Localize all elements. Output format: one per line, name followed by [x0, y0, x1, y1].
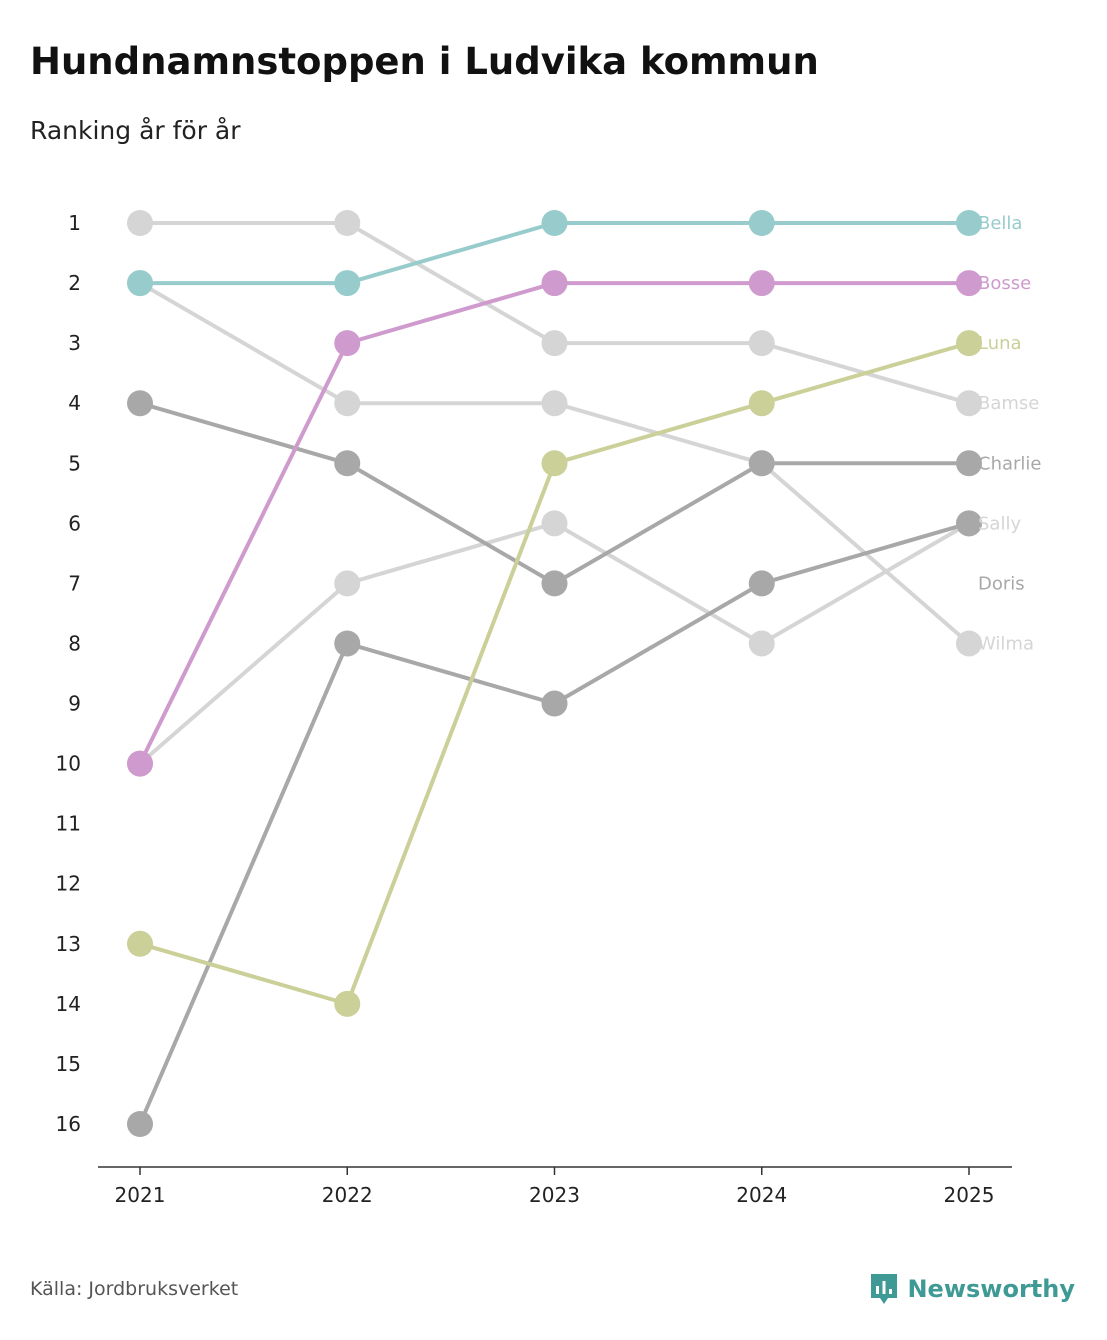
- x-axis: 2021 2022 2023 2024 2025: [98, 1166, 1012, 1207]
- data-point-bella: [127, 270, 153, 297]
- y-tick-label: 16: [56, 1112, 81, 1136]
- data-point-bella: [956, 210, 982, 236]
- y-tick-label: 5: [68, 451, 81, 475]
- y-tick-label: 10: [56, 752, 81, 776]
- x-tick-label: 2023: [529, 1183, 580, 1207]
- y-tick-label: 9: [68, 692, 81, 716]
- x-tick-label: 2021: [115, 1183, 166, 1207]
- chart-title: Hundnamnstoppen i Ludvika kommun: [30, 40, 819, 83]
- series-label-sally: Sally: [978, 513, 1021, 534]
- data-point-doris: [956, 510, 982, 537]
- series-line-bamse: [140, 221, 970, 406]
- series-label-charlie: Charlie: [978, 453, 1041, 474]
- data-point-bamse: [334, 210, 361, 236]
- series-label-luna: Luna: [978, 333, 1022, 354]
- series-label-doris: Doris: [978, 573, 1025, 594]
- data-point-sally: [334, 570, 361, 597]
- chart-subtitle: Ranking år för år: [30, 116, 241, 145]
- data-point-bosse: [956, 270, 982, 297]
- source-note: Källa: Jordbruksverket: [30, 1278, 239, 1300]
- y-tick-label: 14: [56, 992, 81, 1016]
- data-point-bella: [748, 210, 775, 236]
- data-point-luna: [127, 930, 153, 957]
- data-point-charlie: [956, 450, 982, 477]
- y-tick-label: 3: [68, 331, 81, 355]
- x-tick-label: 2024: [736, 1183, 787, 1207]
- data-point-bamse: [541, 330, 568, 357]
- data-point-doris: [748, 570, 775, 597]
- data-point-bosse: [334, 330, 361, 357]
- x-tick-label: 2022: [322, 1183, 373, 1207]
- brand-name: Newsworthy: [907, 1275, 1075, 1303]
- data-point-charlie: [541, 570, 568, 597]
- data-point-bella: [334, 270, 361, 297]
- brand-logo[interactable]: Newsworthy: [869, 1272, 1075, 1306]
- data-point-wilma: [541, 390, 568, 417]
- data-point-wilma: [956, 630, 982, 657]
- data-point-luna: [334, 990, 361, 1017]
- data-point-bosse: [127, 750, 153, 777]
- x-tick-label: 2025: [944, 1183, 995, 1207]
- data-point-doris: [127, 1111, 153, 1137]
- series-line-doris: [138, 521, 970, 1125]
- y-tick-label: 11: [56, 812, 81, 836]
- data-point-bamse: [748, 330, 775, 357]
- data-point-sally: [541, 510, 568, 537]
- series-line-charlie: [139, 401, 969, 586]
- y-tick-label: 12: [56, 872, 81, 896]
- y-tick-label: 1: [68, 211, 81, 235]
- data-point-doris: [541, 690, 568, 717]
- series-points: [127, 210, 982, 1137]
- y-tick-label: 8: [68, 631, 81, 655]
- series-label-bella: Bella: [978, 213, 1022, 234]
- newsworthy-logo-icon: [871, 1274, 898, 1304]
- y-tick-label: 15: [56, 1052, 81, 1076]
- y-tick-label: 13: [56, 932, 81, 956]
- series-labels: Bella Bosse Luna Bamse Charlie Sally Doris Wilm…: [978, 213, 1041, 654]
- y-tick-label: 2: [68, 271, 81, 295]
- data-point-bamse: [127, 210, 153, 236]
- y-tick-label: 4: [68, 391, 81, 415]
- series-label-bosse: Bosse: [978, 273, 1031, 294]
- data-point-bosse: [541, 270, 568, 297]
- series-line-luna: [139, 341, 970, 1006]
- data-point-luna: [541, 450, 568, 477]
- data-point-charlie: [127, 390, 153, 417]
- data-point-bamse: [956, 390, 982, 417]
- data-point-charlie: [748, 450, 775, 477]
- data-point-bosse: [748, 270, 775, 297]
- data-point-sally: [748, 630, 775, 657]
- data-point-charlie: [334, 450, 361, 477]
- data-point-luna: [748, 390, 775, 417]
- series-label-bamse: Bamse: [978, 393, 1039, 414]
- data-point-wilma: [334, 390, 361, 417]
- y-tick-label: 6: [68, 511, 81, 535]
- series-label-wilma: Wilma: [978, 633, 1034, 654]
- y-tick-label: 7: [68, 571, 81, 595]
- data-point-doris: [334, 630, 361, 657]
- series-lines: [138, 221, 971, 1125]
- data-point-luna: [956, 330, 982, 357]
- data-point-bella: [541, 210, 568, 236]
